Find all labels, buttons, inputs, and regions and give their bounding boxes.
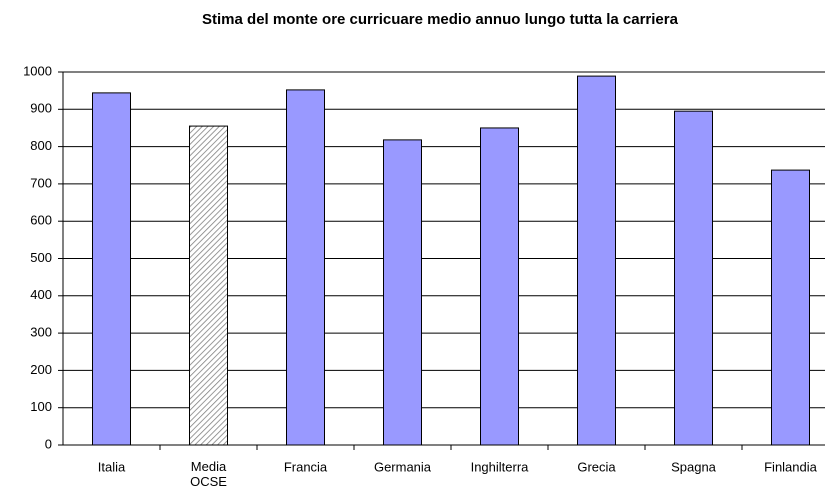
y-tick-label: 0 [45,436,52,451]
bar [577,75,616,446]
y-tick-label: 900 [30,101,52,116]
x-tick-label: Francia [284,459,328,474]
y-tick-label: 800 [30,138,52,153]
bar [383,139,422,446]
bar [674,110,713,446]
y-tick-label: 700 [30,175,52,190]
chart-title: Stima del monte ore curricuare medio ann… [202,11,679,28]
x-tick-label: Media OCSE [190,459,227,489]
x-tick-label: Finlandia [764,459,818,474]
x-tick-label: Grecia [577,459,616,474]
x-tick-label: Inghilterra [471,459,530,474]
y-tick-label: 400 [30,287,52,302]
bar [771,169,810,446]
bar [189,125,228,446]
y-tick-label: 1000 [23,63,52,78]
y-tick-label: 600 [30,213,52,228]
bar [92,92,131,446]
y-tick-label: 100 [30,399,52,414]
y-tick-label: 200 [30,362,52,377]
x-tick-label: Germania [374,459,432,474]
bar [480,127,519,446]
y-tick-label: 500 [30,250,52,265]
x-tick-label: Italia [98,459,126,474]
x-tick-label: Spagna [671,459,717,474]
y-tick-label: 300 [30,325,52,340]
bar [286,89,325,446]
